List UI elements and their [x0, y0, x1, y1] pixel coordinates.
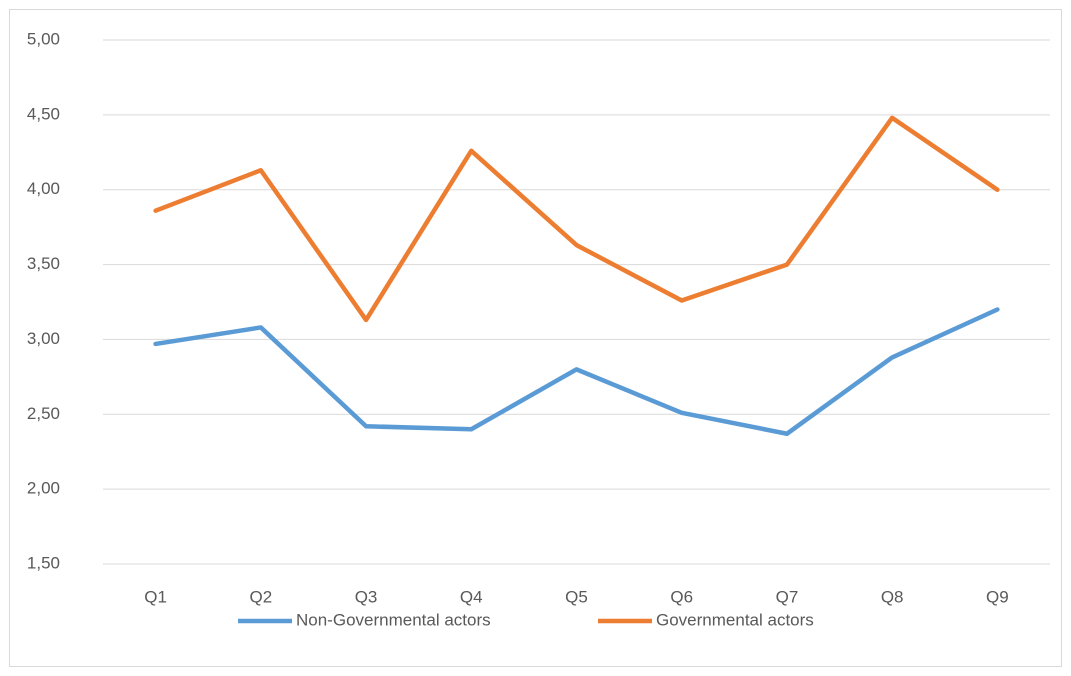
y-tick-label: 2,50 — [27, 404, 60, 423]
series-line — [153, 115, 1000, 323]
x-tick-label: Q3 — [355, 587, 378, 606]
y-tick-label: 2,00 — [27, 479, 60, 498]
y-tick-label: 4,50 — [27, 104, 60, 123]
y-tick-label: 4,00 — [27, 179, 60, 198]
x-tick-label: Q7 — [776, 587, 799, 606]
legend-label: Non-Governmental actors — [296, 610, 491, 629]
x-tick-label: Q8 — [881, 587, 904, 606]
y-tick-label: 3,50 — [27, 254, 60, 273]
y-tick-label: 1,50 — [27, 553, 60, 572]
x-tick-label: Q4 — [460, 587, 483, 606]
series-line — [153, 307, 1000, 436]
x-tick-label: Q6 — [670, 587, 693, 606]
y-tick-label: 3,00 — [27, 329, 60, 348]
y-tick-label: 5,00 — [27, 29, 60, 48]
legend-label: Governmental actors — [656, 610, 814, 629]
x-tick-label: Q5 — [565, 587, 588, 606]
chart-border — [9, 9, 1062, 667]
x-tick-label: Q1 — [144, 587, 167, 606]
x-tick-label: Q2 — [249, 587, 272, 606]
x-tick-label: Q9 — [986, 587, 1009, 606]
